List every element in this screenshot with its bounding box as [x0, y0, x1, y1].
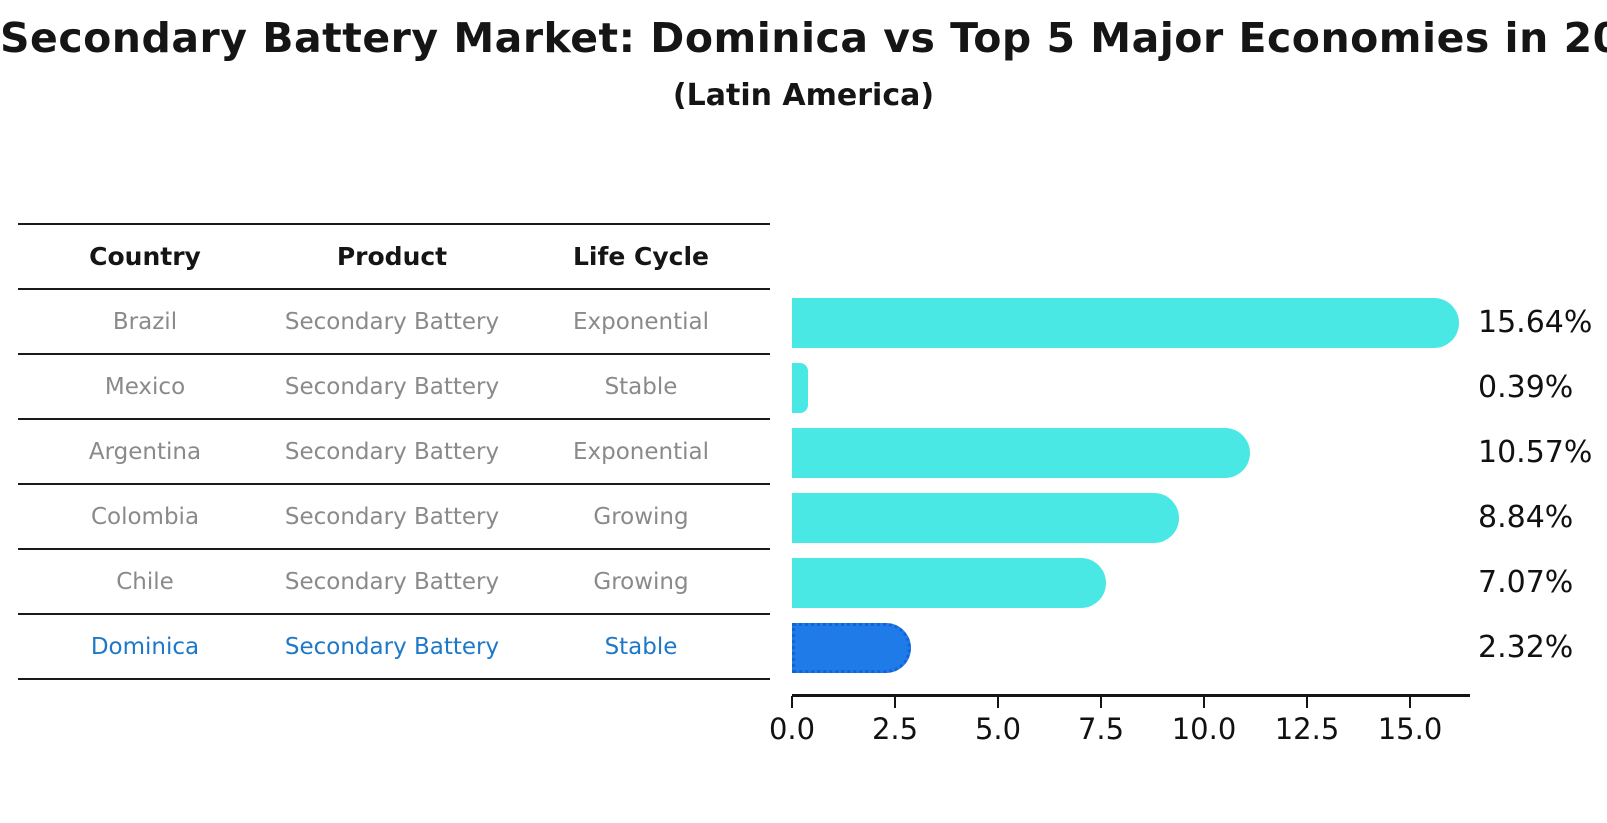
x-axis-tick-label: 7.5	[1077, 712, 1125, 746]
bar-chile	[792, 557, 1107, 608]
x-axis-tick-label: 10.0	[1171, 712, 1237, 746]
x-axis-tick	[1202, 696, 1206, 708]
col-header-country: Country	[89, 242, 201, 271]
x-axis-tick-label: 2.5	[871, 712, 919, 746]
bar-argentina	[792, 427, 1251, 478]
x-axis-tick-label: 15.0	[1377, 712, 1443, 746]
col-header-product: Product	[336, 242, 448, 271]
bar-colombia	[792, 492, 1180, 543]
col-header-life-cycle: Life Cycle	[572, 242, 710, 271]
cell-life-cycle: Stable	[604, 373, 678, 400]
cell-country: Dominica	[90, 633, 200, 660]
x-axis-tick-label: 5.0	[974, 712, 1022, 746]
value-label-argentina: 10.57%	[1478, 434, 1593, 470]
table-body: Brazil Secondary Battery Exponential Mexico…	[18, 290, 770, 680]
cell-life-cycle: Exponential	[572, 308, 709, 335]
cell-life-cycle: Growing	[593, 568, 689, 595]
cell-life-cycle: Stable	[604, 633, 678, 660]
value-label-brazil: 15.64%	[1478, 304, 1593, 340]
table-header-row: Country Product Life Cycle	[18, 223, 770, 290]
cell-product: Secondary Battery	[284, 503, 500, 530]
value-label-chile: 7.07%	[1478, 564, 1574, 600]
table-row-mexico: Mexico Secondary Battery Stable	[18, 355, 770, 420]
page-subtitle: (Latin America)	[672, 78, 935, 113]
x-axis-tick	[1305, 696, 1309, 708]
value-label-mexico: 0.39%	[1478, 369, 1574, 405]
value-label-dominica: 2.32%	[1478, 629, 1574, 665]
cell-life-cycle: Growing	[593, 503, 689, 530]
x-axis-tick	[996, 696, 1000, 708]
page-title: Secondary Battery Market: Dominica vs To…	[0, 14, 1607, 62]
x-axis-tick-label: 12.5	[1274, 712, 1340, 746]
cell-country: Colombia	[90, 503, 200, 530]
x-axis-line	[792, 694, 1470, 697]
cell-product: Secondary Battery	[284, 373, 500, 400]
cell-product: Secondary Battery	[284, 438, 500, 465]
cell-country: Argentina	[88, 438, 202, 465]
table-row-brazil: Brazil Secondary Battery Exponential	[18, 290, 770, 355]
x-axis-tick-label: 0.0	[768, 712, 816, 746]
table-row-dominica: Dominica Secondary Battery Stable	[18, 615, 770, 680]
bar-dominica	[792, 622, 911, 673]
data-table: Country Product Life Cycle Brazil Seconda…	[18, 223, 770, 680]
cell-product: Secondary Battery	[284, 633, 500, 660]
x-axis-tick	[790, 696, 794, 708]
cell-product: Secondary Battery	[284, 568, 500, 595]
table-row-chile: Chile Secondary Battery Growing	[18, 550, 770, 615]
cell-life-cycle: Exponential	[572, 438, 709, 465]
bar-mexico	[792, 362, 809, 413]
cell-country: Mexico	[104, 373, 186, 400]
table-row-colombia: Colombia Secondary Battery Growing	[18, 485, 770, 550]
value-label-colombia: 8.84%	[1478, 499, 1574, 535]
x-axis-tick	[1408, 696, 1412, 708]
table-row-argentina: Argentina Secondary Battery Exponential	[18, 420, 770, 485]
cell-product: Secondary Battery	[284, 308, 500, 335]
x-axis-tick	[893, 696, 897, 708]
cell-country: Brazil	[112, 308, 178, 335]
x-axis-tick	[1099, 696, 1103, 708]
cell-country: Chile	[116, 568, 174, 595]
bar-brazil	[792, 297, 1460, 348]
